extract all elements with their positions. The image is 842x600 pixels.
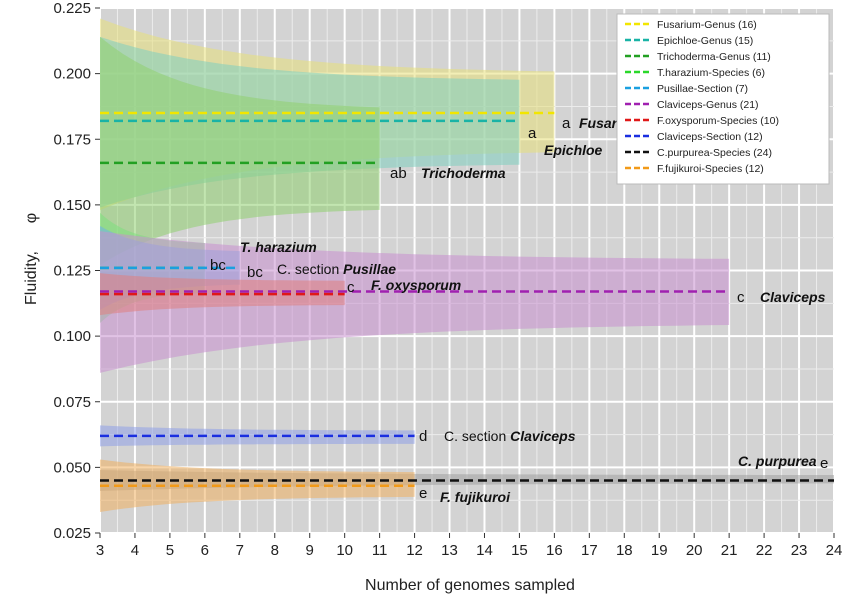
legend-entry: Fusarium-Genus (16) [657, 19, 757, 31]
legend-entry: F.fujikuroi-Species (12) [657, 163, 764, 175]
legend-box [616, 13, 830, 185]
annotation-taxon: F. fujikuroi [440, 489, 511, 505]
series-annotation: Trichoderma [421, 165, 506, 181]
series-annotation: C. purpurea [738, 453, 817, 469]
fluidity-lines [100, 111, 834, 488]
y-tick-label: 0.050 [53, 459, 91, 476]
annotation-taxon: F. oxysporum [371, 277, 461, 293]
series-annotation: F. oxysporum [371, 277, 461, 293]
legend-entry: Claviceps-Section (12) [657, 131, 763, 143]
x-axis-ticks: 3 4 5 6 7 8 9 10 11 12 13 14 15 16 17 18 19 20 21 22 23 24 [96, 533, 842, 559]
x-tick-label: 21 [721, 542, 738, 559]
annotation-taxon: T. harazium [240, 239, 317, 255]
x-tick-label: 20 [686, 542, 703, 559]
significance-letter: bc [210, 257, 226, 274]
x-tick-label: 11 [372, 542, 388, 559]
legend-entry: Trichoderma-Genus (11) [657, 51, 771, 63]
significance-letter: e [820, 455, 828, 472]
annotation-taxon: Claviceps [760, 289, 826, 305]
x-tick-label: 4 [131, 542, 139, 559]
x-tick-label: 14 [476, 542, 493, 559]
legend-entry: T.harazium-Species (6) [657, 67, 765, 79]
annotation-prefix: C. section [277, 261, 343, 277]
annotation-taxon: Claviceps [510, 428, 576, 444]
annotation-prefix: C. section [444, 428, 510, 444]
x-tick-label: 22 [756, 542, 773, 559]
x-tick-label: 15 [511, 542, 528, 559]
series-annotation: C. section Pusillae [277, 261, 396, 277]
band-series-6 [100, 273, 345, 316]
legend-entry: Epichloe-Genus (15) [657, 35, 753, 47]
band-series-5 [100, 231, 730, 373]
x-tick-label: 13 [441, 542, 458, 559]
significance-letter: e [419, 485, 427, 502]
x-tick-label: 17 [581, 542, 598, 559]
x-tick-label: 19 [651, 542, 668, 559]
y-tick-label: 0.225 [53, 0, 91, 17]
x-tick-label: 23 [791, 542, 808, 559]
legend: Fusarium-Genus (16) Epichloe-Genus (15) Tr… [616, 13, 830, 185]
y-tick-label: 0.075 [53, 394, 91, 411]
annotation-taxon: Pusillae [343, 261, 396, 277]
y-tick-label: 0.150 [53, 197, 91, 214]
x-tick-label: 8 [271, 542, 279, 559]
y-axis-ticks: 0.025 0.050 0.075 0.100 0.125 0.150 0.175 0.200… [53, 0, 100, 542]
annotation-taxon: Epichloe [544, 142, 603, 158]
significance-letter: a [562, 115, 571, 132]
y-tick-label: 0.100 [53, 328, 91, 345]
legend-entry: F.oxysporum-Species (10) [657, 115, 779, 127]
significance-letter: d [419, 428, 427, 445]
x-tick-label: 16 [546, 542, 563, 559]
series-annotation: Claviceps [760, 289, 826, 305]
series-annotation: F. fujikuroi [440, 489, 511, 505]
band-series-2 [100, 36, 380, 266]
x-tick-label: 24 [826, 542, 842, 559]
y-axis-symbol: φ [23, 213, 40, 223]
x-tick-label: 9 [306, 542, 314, 559]
x-tick-label: 18 [616, 542, 633, 559]
y-tick-label: 0.200 [53, 66, 91, 83]
significance-letter: bc [247, 264, 263, 281]
y-tick-label: 0.175 [53, 131, 91, 148]
significance-letter: ab [390, 165, 407, 182]
y-tick-label: 0.025 [53, 525, 91, 542]
annotation-taxon: C. purpurea [738, 453, 817, 469]
legend-entry: Pusillae-Section (7) [657, 83, 748, 95]
x-tick-label: 12 [406, 542, 423, 559]
series-annotation: C. section Claviceps [444, 428, 576, 444]
x-tick-label: 3 [96, 542, 104, 559]
significance-letter: a [528, 125, 537, 142]
y-tick-label: 0.125 [53, 263, 91, 280]
legend-entry: Claviceps-Genus (21) [657, 99, 759, 111]
x-tick-label: 5 [166, 542, 174, 559]
series-annotation: Epichloe [544, 142, 603, 158]
significance-letter: c [347, 279, 355, 296]
annotation-taxon: Trichoderma [421, 165, 506, 181]
x-tick-label: 10 [336, 542, 353, 559]
legend-entry: C.purpurea-Species (24) [657, 147, 772, 159]
y-axis-label: Fluidity, [23, 251, 40, 305]
significance-letter: c [737, 289, 745, 306]
x-axis-title: Number of genomes sampled [365, 577, 575, 594]
y-axis-title: Fluidity, φ [23, 213, 40, 305]
x-tick-label: 6 [201, 542, 209, 559]
series-annotation: T. harazium [240, 239, 317, 255]
x-tick-label: 7 [236, 542, 244, 559]
